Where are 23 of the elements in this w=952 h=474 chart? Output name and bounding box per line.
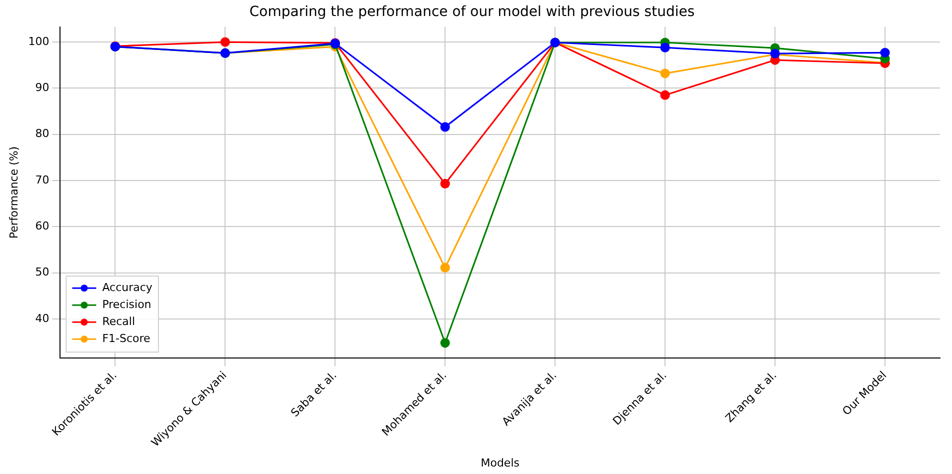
y-tick-label: 40 (35, 312, 50, 325)
legend-label: Precision (102, 298, 152, 311)
point (440, 178, 450, 188)
point (220, 37, 230, 47)
point (660, 90, 670, 100)
y-tick-label: 60 (35, 219, 50, 232)
point (440, 262, 450, 272)
y-tick-label: 90 (35, 81, 50, 94)
legend-label: Accuracy (102, 280, 153, 294)
legend-label: F1-Score (102, 332, 151, 345)
point (660, 42, 670, 52)
legend-label: Recall (102, 314, 136, 328)
point (880, 48, 890, 58)
y-tick-label: 100 (28, 34, 50, 48)
y-axis-title: Performance (%) (7, 146, 20, 239)
chart-title: Comparing the performance of our model with previous studies (249, 4, 695, 20)
y-tick-label: 70 (35, 173, 50, 186)
point (440, 338, 450, 348)
y-tick-label: 50 (35, 266, 50, 279)
x-axis-title: Models (480, 456, 520, 470)
y-tick-label: 80 (35, 127, 50, 140)
point (440, 122, 450, 132)
point (660, 68, 670, 78)
